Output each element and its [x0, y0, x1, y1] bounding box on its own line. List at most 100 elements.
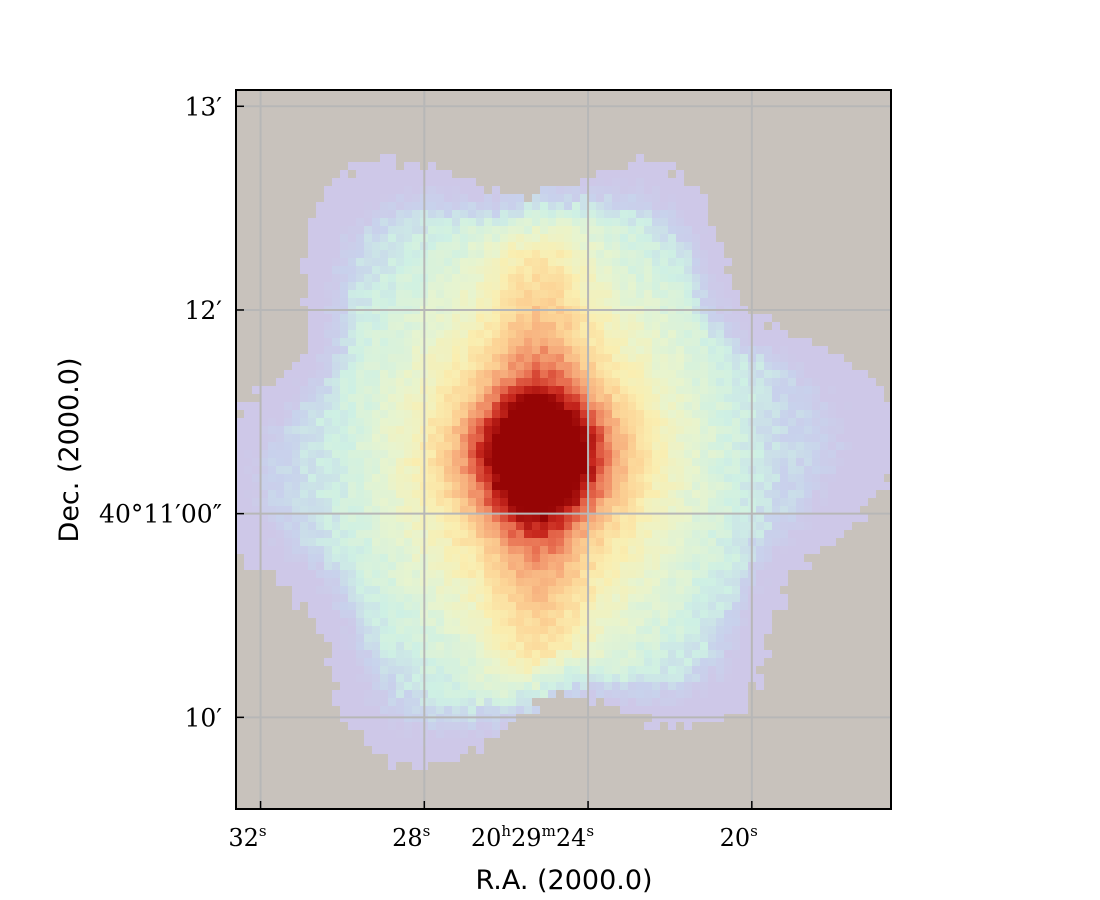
heatmap-pixel [356, 442, 364, 450]
heatmap-pixel [604, 202, 612, 210]
heatmap-pixel [396, 562, 404, 570]
heatmap-pixel [596, 266, 604, 274]
heatmap-pixel [556, 650, 564, 658]
heatmap-pixel [460, 586, 468, 594]
heatmap-pixel [548, 234, 556, 242]
heatmap-pixel [660, 194, 668, 202]
heatmap-pixel [348, 522, 356, 530]
heatmap-pixel [684, 610, 692, 618]
heatmap-pixel [484, 530, 492, 538]
heatmap-pixel [340, 178, 348, 186]
heatmap-pixel [564, 242, 572, 250]
heatmap-pixel [596, 594, 604, 602]
heatmap-pixel [596, 666, 604, 674]
heatmap-pixel [300, 594, 308, 602]
heatmap-pixel [676, 394, 684, 402]
heatmap-pixel [796, 338, 804, 346]
heatmap-pixel [620, 290, 628, 298]
heatmap-pixel [356, 322, 364, 330]
heatmap-pixel [436, 402, 444, 410]
heatmap-pixel [524, 450, 532, 458]
heatmap-pixel [500, 506, 508, 514]
heatmap-pixel [388, 346, 396, 354]
heatmap-pixel [316, 298, 324, 306]
heatmap-pixel [532, 322, 540, 330]
heatmap-pixel [828, 458, 836, 466]
heatmap-pixel [604, 410, 612, 418]
heatmap-pixel [588, 482, 596, 490]
heatmap-pixel [708, 418, 716, 426]
heatmap-pixel [620, 402, 628, 410]
heatmap-pixel [468, 474, 476, 482]
heatmap-pixel [612, 258, 620, 266]
heatmap-pixel [652, 562, 660, 570]
heatmap-pixel [524, 522, 532, 530]
heatmap-pixel [660, 354, 668, 362]
heatmap-pixel [580, 658, 588, 666]
heatmap-pixel [508, 466, 516, 474]
heatmap-pixel [868, 378, 876, 386]
heatmap-pixel [540, 514, 548, 522]
heatmap-pixel [724, 562, 732, 570]
heatmap-pixel [596, 546, 604, 554]
heatmap-pixel [508, 514, 516, 522]
heatmap-pixel [428, 562, 436, 570]
heatmap-pixel [548, 466, 556, 474]
heatmap-pixel [508, 538, 516, 546]
heatmap-pixel [332, 242, 340, 250]
heatmap-pixel [492, 674, 500, 682]
heatmap-pixel [348, 530, 356, 538]
heatmap-pixel [524, 506, 532, 514]
heatmap-pixel [660, 434, 668, 442]
heatmap-pixel [572, 298, 580, 306]
heatmap-pixel [284, 538, 292, 546]
heatmap-pixel [540, 522, 548, 530]
heatmap-pixel [532, 706, 540, 714]
heatmap-pixel [660, 250, 668, 258]
heatmap-pixel [284, 466, 292, 474]
heatmap-pixel [428, 402, 436, 410]
heatmap-pixel [508, 650, 516, 658]
heatmap-pixel [380, 634, 388, 642]
heatmap-pixel [396, 490, 404, 498]
heatmap-pixel [588, 618, 596, 626]
heatmap-pixel [588, 370, 596, 378]
heatmap-pixel [692, 194, 700, 202]
heatmap-pixel [452, 250, 460, 258]
heatmap-pixel [436, 378, 444, 386]
heatmap-pixel [388, 530, 396, 538]
heatmap-pixel [292, 362, 300, 370]
heatmap-pixel [372, 562, 380, 570]
heatmap-pixel [404, 234, 412, 242]
heatmap-pixel [620, 178, 628, 186]
heatmap-pixel [412, 386, 420, 394]
heatmap-pixel [708, 586, 716, 594]
heatmap-pixel [756, 554, 764, 562]
heatmap-pixel [844, 426, 852, 434]
heatmap-pixel [484, 434, 492, 442]
heatmap-pixel [340, 594, 348, 602]
heatmap-pixel [588, 514, 596, 522]
heatmap-pixel [676, 482, 684, 490]
heatmap-pixel [796, 466, 804, 474]
heatmap-pixel [468, 466, 476, 474]
heatmap-pixel [636, 258, 644, 266]
heatmap-pixel [708, 506, 716, 514]
heatmap-pixel [460, 746, 468, 754]
heatmap-pixel [484, 202, 492, 210]
heatmap-pixel [540, 258, 548, 266]
heatmap-pixel [284, 490, 292, 498]
heatmap-pixel [340, 698, 348, 706]
heatmap-pixel [548, 674, 556, 682]
heatmap-pixel [492, 522, 500, 530]
heatmap-pixel [388, 298, 396, 306]
heatmap-pixel [836, 386, 844, 394]
heatmap-pixel [412, 746, 420, 754]
heatmap-pixel [468, 722, 476, 730]
heatmap-pixel [580, 266, 588, 274]
y-axis-label: Dec. (2000.0) [54, 358, 85, 543]
heatmap-pixel [836, 458, 844, 466]
heatmap-pixel [524, 618, 532, 626]
heatmap-pixel [412, 362, 420, 370]
heatmap-pixel [860, 418, 868, 426]
